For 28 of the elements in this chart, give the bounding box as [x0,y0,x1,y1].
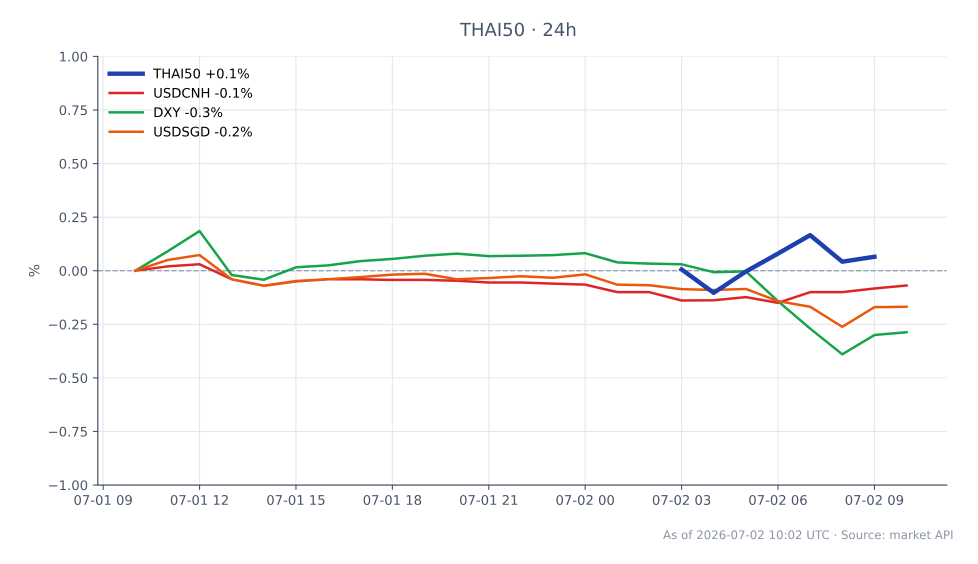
line-series [134,254,908,328]
y-tick-label: −0.25 [49,320,87,330]
text: As of 2026-07-02 10:02 UTC · Source: market API [663,530,952,540]
x-tick-label: 07-01 12 [170,494,228,505]
y-tick-label: −0.75 [49,426,87,437]
y-tick-label: 0.75 [60,105,87,116]
line-series [679,232,877,296]
chart-title: THAI50 · 24h [460,22,576,36]
y-tick-label: 1.00 [60,52,88,62]
x-tick-label: 07-02 03 [652,494,710,505]
x-tick-label: 07-01 21 [460,494,518,505]
x-tick-label: 07-02 06 [749,494,807,505]
y-axis-title: % [28,264,40,277]
line-series [134,230,908,356]
x-tick-label: 07-02 09 [846,494,904,505]
y-tick-label: 0.50 [60,158,88,169]
y-tick-label: 0.25 [60,212,87,222]
y-tick-label: −1.00 [49,480,88,490]
legend-label: THAI50 +0.1% [153,68,249,78]
y-tick-label: 0.00 [60,266,88,276]
legend-label: DXY -0.3% [154,107,222,118]
x-tick-label: 07-01 09 [74,494,132,505]
x-tick-label: 07-01 15 [267,494,324,505]
legend-label: USDSGD -0.2% [154,126,252,137]
x-tick-label: 07-01 18 [364,494,422,505]
legend-label: USDCNH -0.1% [154,88,252,98]
x-tick-label: 07-02 00 [556,494,614,505]
y-tick-label: −0.50 [49,373,88,384]
